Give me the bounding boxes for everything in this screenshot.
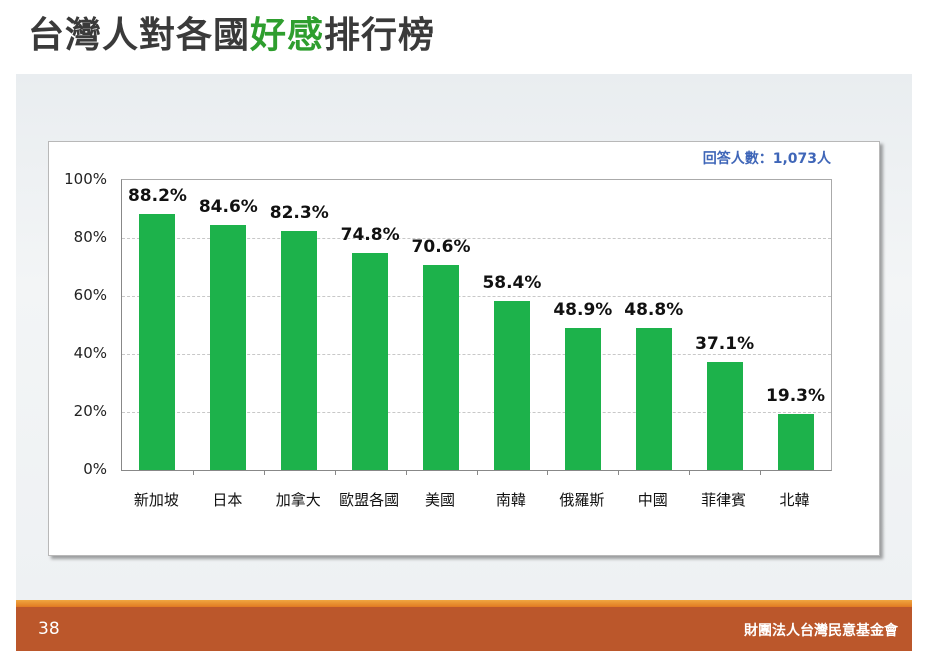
title-highlight: 好感 [250, 15, 325, 56]
x-category-label: 新加坡 [133, 491, 179, 509]
bar [352, 253, 389, 470]
x-category-label: 南韓 [495, 491, 526, 509]
x-tick [618, 470, 620, 475]
bar-value-label: 70.6% [411, 237, 471, 258]
bar-value-label: 82.3% [269, 203, 329, 224]
x-category-label: 美國 [425, 491, 456, 509]
x-tick [476, 470, 478, 475]
y-tick-label: 80% [73, 228, 107, 246]
y-tick-label: 40% [73, 344, 107, 362]
bar [493, 300, 530, 470]
bar-value-label: 74.8% [340, 225, 400, 246]
y-tick-label: 20% [73, 402, 107, 420]
x-category-label: 中國 [637, 491, 668, 509]
page-number: 38 [38, 619, 60, 639]
bar [635, 328, 672, 470]
bar-value-label: 58.4% [482, 272, 542, 293]
bar [423, 265, 460, 470]
bar-value-label: 84.6% [198, 196, 258, 217]
x-tick [405, 470, 407, 475]
x-tick [334, 470, 336, 475]
x-category-label: 菲律賓 [701, 491, 747, 509]
bar [210, 224, 247, 470]
bar-value-label: 88.2% [127, 186, 187, 207]
x-category-label: 日本 [212, 491, 243, 509]
bar [706, 362, 743, 470]
respondents-count: 回答人數：1,073人 [702, 151, 831, 167]
organization-name: 財團法人台灣民意基金會 [744, 623, 898, 639]
y-tick-label: 60% [73, 286, 107, 304]
y-tick-label: 0% [83, 460, 107, 478]
bar [777, 414, 814, 470]
x-tick [547, 470, 549, 475]
x-category-label: 歐盟各國 [339, 491, 400, 509]
bar-value-label: 19.3% [766, 386, 826, 407]
gridline [122, 238, 831, 239]
x-category-label: 俄羅斯 [559, 491, 605, 509]
title-prefix: 台灣人對各國 [28, 15, 251, 56]
gridline [122, 354, 831, 355]
bar [281, 231, 318, 470]
y-tick-label: 100% [64, 170, 107, 188]
footer-bar: 38 財團法人台灣民意基金會 [16, 607, 912, 651]
bar-value-label: 48.8% [624, 300, 684, 321]
x-tick [689, 470, 691, 475]
x-tick [760, 470, 762, 475]
bar [564, 328, 601, 470]
bar [139, 214, 176, 470]
x-tick [263, 470, 265, 475]
plot-area: 88.2% 84.6% 82.3% 74.8% 70.6% 58.4% 48.9% 48.8%… [121, 179, 832, 475]
x-tick [192, 470, 194, 475]
page-title: 台灣人對各國好感排行榜 [28, 6, 435, 58]
gridline [122, 296, 831, 297]
bar-value-label: 37.1% [695, 334, 755, 355]
footer-stripe [16, 600, 912, 607]
gridline [122, 412, 831, 413]
x-category-label: 北韓 [779, 491, 810, 509]
title-suffix: 排行榜 [324, 15, 436, 56]
chart-container: 回答人數：1,073人 0% 20% 40% 60% 80% 100% 88.2% 84.6… [48, 141, 880, 556]
x-category-label: 加拿大 [275, 491, 321, 509]
bar-value-label: 48.9% [553, 300, 613, 321]
